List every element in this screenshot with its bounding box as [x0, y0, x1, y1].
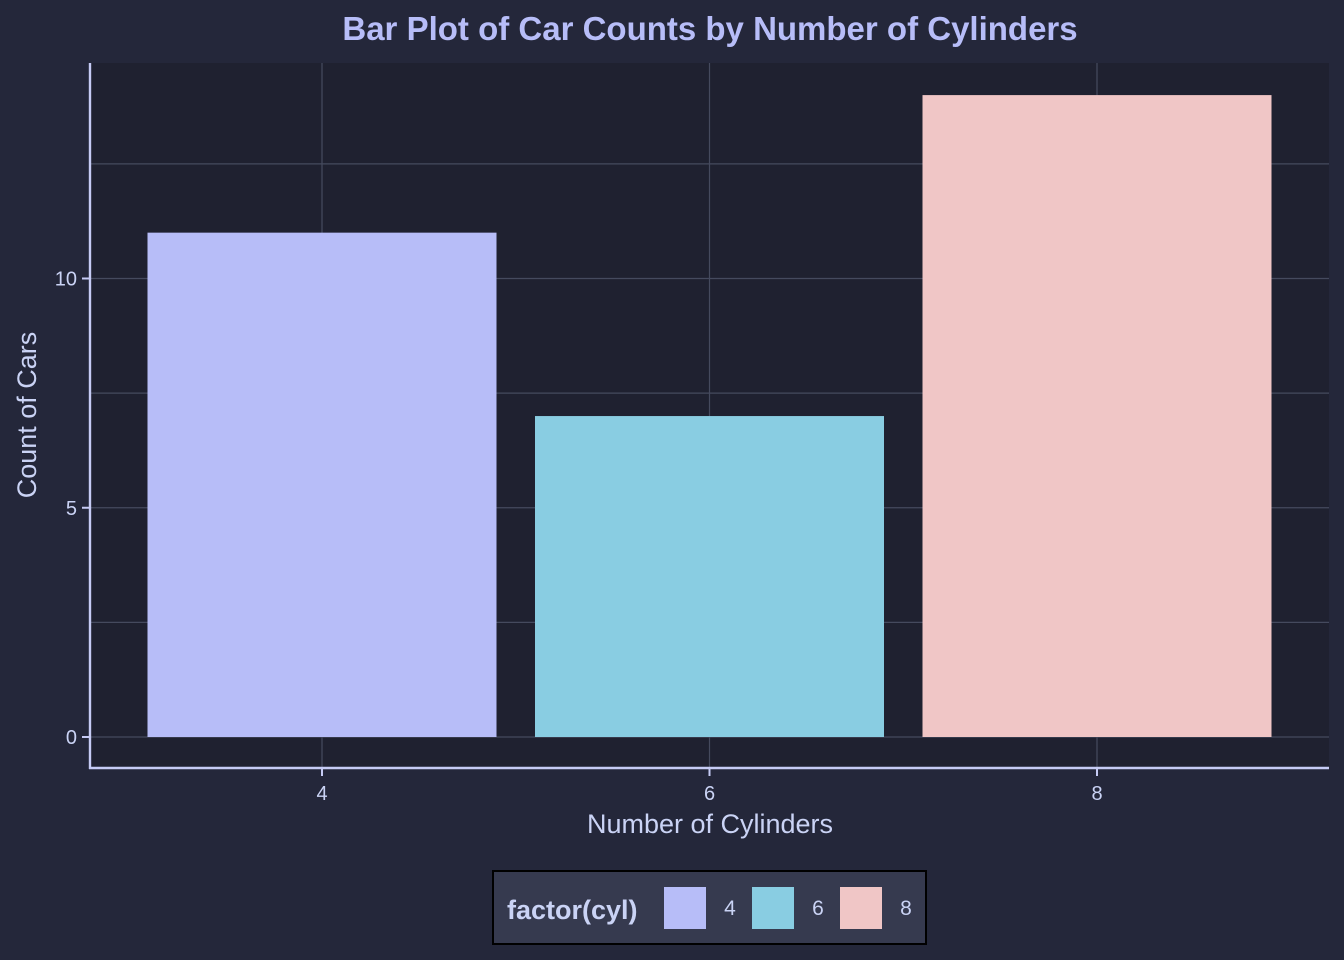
y-tick-label: 0	[66, 727, 77, 749]
y-tick-label: 5	[66, 498, 77, 520]
bar-8	[922, 95, 1272, 738]
legend-swatch-8	[840, 887, 882, 929]
legend-label-4: 4	[724, 897, 736, 920]
x-tick-label: 6	[704, 783, 715, 805]
legend-title: factor(cyl)	[507, 895, 638, 925]
x-axis-label: Number of Cylinders	[587, 809, 833, 839]
bar-6	[535, 416, 884, 737]
legend-label-6: 6	[812, 897, 824, 920]
x-tick-label: 8	[1091, 783, 1102, 805]
legend-swatch-4	[664, 887, 706, 929]
chart-title: Bar Plot of Car Counts by Number of Cyli…	[342, 10, 1077, 47]
axes: 0 5 10 4 6 8	[55, 63, 1329, 805]
y-axis-label: Count of Cars	[12, 332, 42, 499]
legend: factor(cyl) 4 6 8	[492, 870, 927, 945]
legend-swatch-6	[752, 887, 794, 929]
y-tick-label: 10	[55, 269, 77, 291]
bar-4	[147, 232, 497, 737]
x-tick-label: 4	[316, 783, 327, 805]
bars	[147, 95, 1272, 738]
legend-label-8: 8	[900, 897, 912, 920]
